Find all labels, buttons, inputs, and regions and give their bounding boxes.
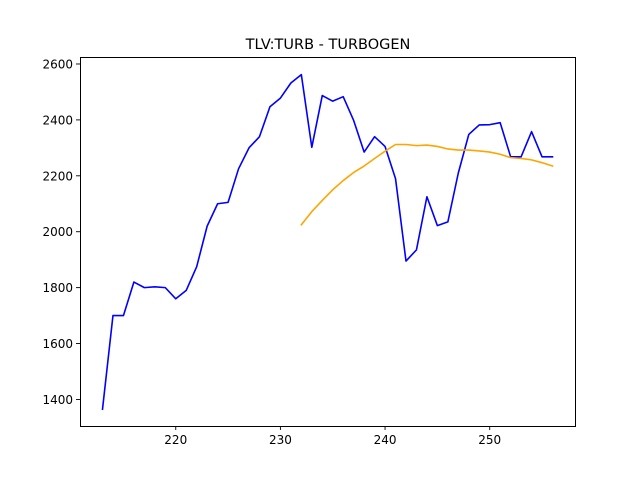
y-tick-label: 2400 (42, 113, 73, 127)
series-line-1 (101, 73, 554, 411)
y-axis: 1400 1600 1800 2000 2200 2400 2600 (42, 57, 80, 407)
x-tick-label: 220 (164, 433, 187, 447)
x-tick-label: 240 (374, 433, 397, 447)
y-tick-label: 2200 (42, 169, 73, 183)
y-tick-label: 1600 (42, 337, 73, 351)
chart-title: TLV:TURB - TURBOGEN (245, 37, 411, 53)
x-axis: 220 230 240 250 (164, 426, 501, 447)
series-line-2 (300, 143, 554, 226)
plot-frame (80, 57, 576, 427)
x-tick-label: 230 (269, 433, 292, 447)
y-tick-label: 2000 (42, 225, 73, 239)
x-tick-label: 250 (478, 433, 501, 447)
y-tick-label: 2600 (42, 57, 73, 71)
y-tick-label: 1400 (42, 393, 73, 407)
series-layer (101, 73, 554, 411)
y-tick-label: 1800 (42, 281, 73, 295)
